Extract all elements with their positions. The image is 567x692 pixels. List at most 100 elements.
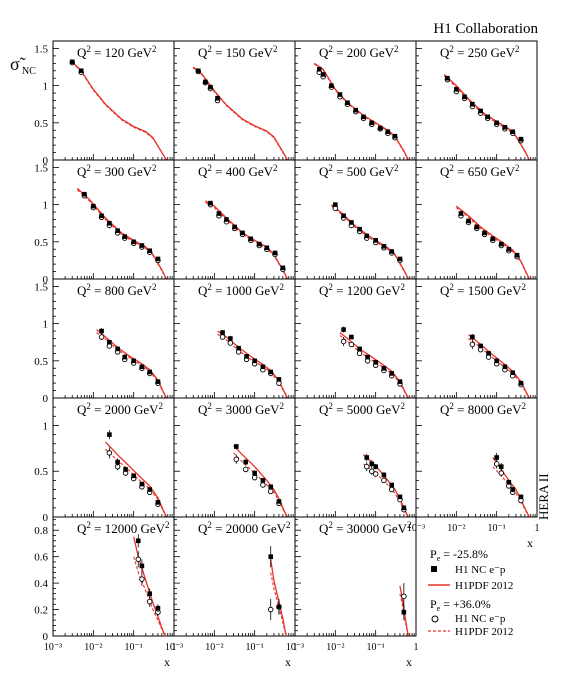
- data-point-neg: [389, 482, 395, 488]
- data-point-neg: [276, 499, 282, 504]
- fit-curve-pos: [71, 62, 167, 161]
- data-point-neg: [115, 228, 120, 233]
- panel-q2-200: Q2 = 200 GeV2: [294, 40, 417, 161]
- data-point-pos: [260, 482, 266, 488]
- data-point-pos: [146, 598, 153, 605]
- data-point-neg: [131, 239, 136, 245]
- panel-q2-30000: Q2 = 30000 GeV2: [294, 516, 417, 637]
- q2-label: Q2 = 12000 GeV2: [77, 520, 170, 536]
- data-point-neg: [494, 455, 499, 460]
- fit-curve-pos: [76, 189, 167, 280]
- data-point-neg: [337, 92, 343, 97]
- data-point-neg: [268, 484, 274, 490]
- q2-label: Q2 = 1000 GeV2: [198, 282, 284, 298]
- data-point-neg: [494, 358, 499, 364]
- data-point-neg: [353, 107, 359, 113]
- data-point-neg: [357, 226, 362, 232]
- data-point-neg: [243, 459, 249, 465]
- data-point-neg: [389, 371, 395, 376]
- data-point-neg: [498, 464, 504, 469]
- data-point-neg: [147, 591, 153, 596]
- data-point-neg: [445, 75, 450, 81]
- data-point-neg: [260, 364, 266, 370]
- collaboration-label: H1 Collaboration: [433, 21, 538, 37]
- data-point-neg: [155, 500, 161, 505]
- fit-curve-pos: [192, 67, 288, 161]
- data-point-neg: [147, 248, 153, 254]
- x-tick-label: 10⁻¹: [367, 642, 385, 653]
- data-point-neg: [139, 563, 145, 569]
- data-point-pos: [227, 340, 234, 346]
- data-point-neg: [478, 108, 483, 114]
- y-tick-label: 0: [43, 631, 49, 643]
- q2-label: Q2 = 400 GeV2: [198, 163, 278, 179]
- y-tick-label: 1.5: [34, 43, 48, 55]
- data-point-neg: [78, 68, 84, 74]
- x-tick-label: 10⁻²: [205, 642, 223, 653]
- panel-q2-2000: 0 0.5 1 Q2 = 2000 GeV2: [34, 397, 175, 524]
- data-point-neg: [232, 224, 238, 230]
- data-point-neg: [357, 346, 362, 352]
- data-point-neg: [122, 354, 128, 360]
- data-point-pos: [356, 350, 363, 357]
- q2-label: Q2 = 20000 GeV2: [198, 520, 291, 536]
- y-tick-label: 0.2: [34, 605, 48, 617]
- y-tick-label: 0.6: [34, 552, 48, 564]
- data-point-neg: [401, 609, 407, 615]
- y-tick-label: 1: [43, 319, 49, 331]
- x-tick-label: 10⁻³: [407, 523, 425, 534]
- q2-label: Q2 = 250 GeV2: [440, 44, 520, 60]
- y-tick-label: 0.5: [34, 466, 48, 478]
- data-point-pos: [381, 477, 387, 484]
- data-point-neg: [91, 203, 96, 209]
- y-tick-label: 1.5: [34, 281, 48, 293]
- q2-label: Q2 = 650 GeV2: [440, 163, 520, 179]
- data-point-neg: [147, 369, 153, 375]
- data-point-neg: [123, 467, 128, 472]
- x-tick-label: 10⁻²: [84, 642, 102, 653]
- data-point-neg: [377, 125, 383, 131]
- panel-q2-400: Q2 = 400 GeV2: [173, 159, 296, 280]
- data-point-neg: [139, 243, 145, 248]
- q2-label: Q2 = 2000 GeV2: [77, 401, 163, 417]
- fit-curve-neg: [270, 559, 287, 637]
- q2-label: Q2 = 500 GeV2: [319, 163, 399, 179]
- y-tick-label: 1.5: [34, 162, 48, 174]
- data-point-neg: [99, 328, 104, 334]
- data-point-neg: [397, 494, 403, 500]
- data-point-neg: [276, 604, 282, 610]
- panel-q2-12000: 0 0.2 0.4 0.6 0.8 Q2 = 12000 GeV2: [34, 516, 175, 643]
- q2-label: Q2 = 300 GeV2: [77, 163, 157, 179]
- panel-q2-800: 0 0.5 1 1.5 Q2 = 800 GeV2: [34, 278, 175, 405]
- y-tick-label: 0.5: [34, 356, 48, 368]
- fit-curve-pos: [455, 207, 530, 280]
- q2-label: Q2 = 8000 GeV2: [440, 401, 526, 417]
- panel-q2-1000: Q2 = 1000 GeV2: [173, 278, 296, 399]
- y-tick-label: 0.4: [34, 578, 48, 590]
- q2-label: Q2 = 30000 GeV2: [319, 520, 412, 536]
- x-axis-labels: 10⁻³ 10⁻² 10⁻¹ 110⁻³ 10⁻² 10⁻¹ 110⁻³ 10⁻² 10⁻¹ 11…: [44, 523, 540, 669]
- data-point-neg: [474, 224, 480, 230]
- data-point-neg: [155, 379, 161, 384]
- panel-q2-8000: Q2 = 8000 GeV2: [415, 397, 538, 518]
- data-point-pos: [233, 456, 240, 463]
- data-point-neg: [373, 238, 378, 243]
- panel-frame: [294, 516, 417, 637]
- data-point-neg: [482, 230, 487, 236]
- data-point-neg: [369, 461, 375, 467]
- data-point-neg: [260, 478, 266, 483]
- x-axis-title: x: [164, 655, 170, 669]
- q2-label: Q2 = 150 GeV2: [198, 44, 278, 60]
- x-tick-label: 1: [293, 642, 298, 653]
- data-point-neg: [147, 487, 153, 492]
- data-point-neg: [518, 136, 524, 142]
- legend-pos-data-label: H1 NC e⁻p: [455, 613, 506, 625]
- x-tick-label: 10⁻³: [286, 642, 304, 653]
- data-point-neg: [373, 360, 378, 365]
- fit-curve-pos: [96, 332, 167, 399]
- x-axis-title: x: [285, 655, 291, 669]
- data-point-pos: [401, 593, 407, 600]
- data-point-neg: [268, 369, 274, 375]
- legend-pos-marker: [431, 615, 439, 623]
